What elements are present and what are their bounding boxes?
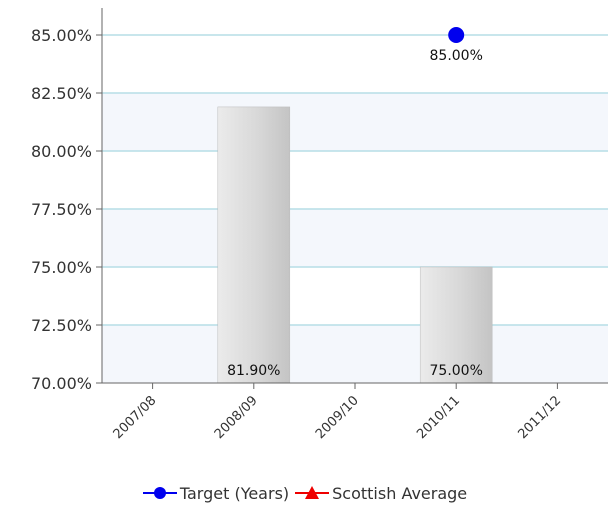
y-tick-label: 85.00% [31, 26, 92, 45]
data-label: 85.00% [430, 48, 483, 64]
data-label: 75.00% [430, 363, 483, 379]
y-tick-label: 75.00% [31, 258, 92, 277]
bars [217, 106, 493, 384]
target-marker [448, 27, 465, 43]
x-tick-label: 2007/08 [111, 393, 160, 442]
y-tick-label: 77.50% [31, 200, 92, 219]
bar [217, 106, 291, 384]
legend-item-target[interactable]: Target (Years) [142, 483, 290, 503]
x-tick-label: 2009/10 [313, 393, 362, 442]
gridlines [96, 34, 608, 384]
y-tick-label: 80.00% [31, 142, 92, 161]
plot-band [102, 325, 608, 383]
bar [419, 266, 493, 384]
y-tick-label: 72.50% [31, 316, 92, 335]
markers [448, 27, 465, 43]
legend: Target (Years) Scottish Average [0, 480, 610, 506]
circle-marker-icon [142, 487, 177, 499]
x-tick-label: 2010/11 [414, 393, 463, 442]
x-tick-labels: 2007/08 2008/09 2009/10 2010/11 2011/12 [111, 383, 564, 442]
plot-bands [102, 8, 608, 383]
x-tick-label: 2011/12 [515, 393, 564, 442]
plot-band [102, 93, 608, 151]
data-label: 81.90% [227, 363, 280, 379]
triangle-marker-icon [295, 486, 330, 499]
data-labels: 81.90% 75.00% 85.00% [227, 48, 483, 379]
legend-item-scottish-average[interactable]: Scottish Average [295, 484, 467, 503]
legend-label-scottish-average: Scottish Average [332, 483, 468, 503]
y-tick-label: 82.50% [31, 84, 92, 103]
chart: 70.00% 72.50% 75.00% 77.50% 80.00% 82.50% 85.0… [31, 8, 608, 442]
plot-band [102, 209, 608, 267]
legend-label-target: Target (Years) [179, 483, 290, 503]
y-tick-labels: 70.00% 72.50% 75.00% 77.50% 80.00% 82.50% 85.0… [31, 26, 92, 393]
x-tick-label: 2008/09 [212, 393, 261, 442]
y-tick-label: 70.00% [31, 374, 92, 393]
plot-band [102, 8, 608, 35]
